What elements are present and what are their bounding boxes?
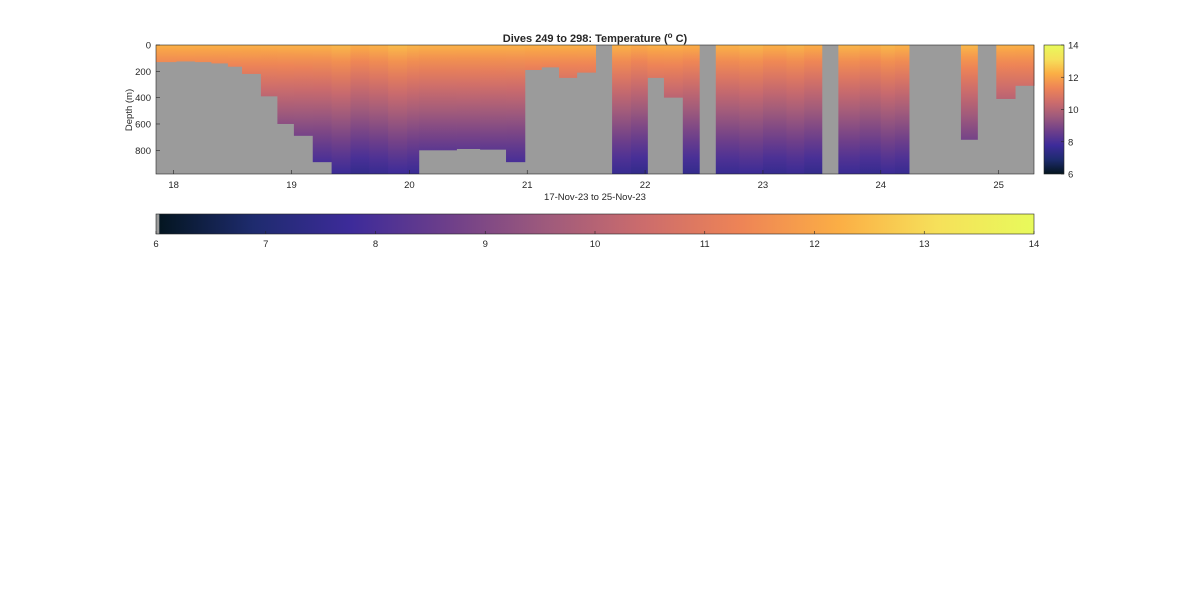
colorbar-tick-label: 12 (809, 239, 820, 250)
profile-column (506, 45, 526, 163)
colorbar-tick-label: 6 (1068, 170, 1073, 181)
x-tick-label: 19 (286, 180, 297, 191)
profile-column (312, 45, 332, 163)
x-tick-label: 24 (876, 180, 887, 191)
degree-superscript: o (668, 31, 673, 40)
colorbar-tick-label: 13 (919, 239, 930, 250)
x-tick-label: 21 (522, 180, 533, 191)
y-axis-ticks: 0 200 400 600 800 (135, 41, 160, 157)
y-tick-label: 400 (135, 93, 151, 104)
chart-title: Dives 249 to 298: Temperature (o C) (503, 31, 688, 45)
heatmap-plot-area (156, 45, 1035, 174)
y-tick-label: 800 (135, 146, 151, 157)
profile-column (663, 45, 684, 98)
profile-column (293, 45, 314, 136)
x-tick-label: 18 (168, 180, 179, 191)
profile-column (762, 45, 787, 174)
profile-column (480, 45, 507, 150)
profile-column (786, 45, 805, 174)
colorbar-tick-label: 11 (700, 239, 710, 250)
colorbar-tick-label: 14 (1068, 41, 1079, 52)
profile-column (894, 45, 910, 174)
profile-column (211, 45, 229, 64)
profile-column (1015, 45, 1035, 86)
profile-column (227, 45, 243, 67)
y-tick-label: 200 (135, 67, 151, 78)
profile-column (524, 45, 542, 71)
profile-column (388, 45, 408, 174)
profile-column (612, 45, 632, 174)
y-tick-label: 600 (135, 119, 151, 130)
profile-column (176, 45, 196, 62)
profile-column (838, 45, 860, 174)
profile-column (242, 45, 262, 74)
profile-column (715, 45, 740, 174)
x-tick-label: 22 (640, 180, 651, 191)
profile-column (194, 45, 212, 63)
x-tick-label: 20 (404, 180, 415, 191)
colorbar-tick-label: 9 (483, 239, 488, 250)
colorbar-tick-label: 7 (263, 239, 268, 250)
profile-column (647, 45, 665, 78)
profile-column (331, 45, 351, 174)
colorbar-tick-label: 8 (1068, 137, 1073, 148)
profile-column (369, 45, 389, 174)
profile-column (804, 45, 823, 174)
x-tick-label: 25 (993, 180, 1004, 191)
profile-column (156, 45, 177, 63)
heatmap-axes-frame (155, 44, 1035, 175)
profile-column (576, 45, 596, 73)
profile-column (880, 45, 896, 174)
x-tick-label: 23 (758, 180, 769, 191)
colorbar-tick-label: 10 (590, 239, 601, 250)
colorbar-tick-label: 8 (373, 239, 378, 250)
profile-column (541, 45, 560, 68)
profile-column (456, 45, 481, 149)
y-axis-label: Depth (m) (124, 89, 135, 131)
profile-column (350, 45, 370, 174)
profile-column (277, 45, 295, 124)
bottom-colorbar-ticks: 6 7 8 9 10 11 12 13 14 (153, 231, 1039, 250)
profile-column (630, 45, 648, 174)
profile-column (682, 45, 700, 174)
profile-column (739, 45, 764, 174)
profile-column (960, 45, 978, 140)
right-colorbar-ticks: 6 8 10 12 14 (1061, 41, 1079, 181)
colorbar-tick-label: 14 (1029, 239, 1040, 250)
profile-column (996, 45, 1016, 99)
colorbar-tick-label: 10 (1068, 105, 1079, 116)
profile-column (859, 45, 882, 174)
x-axis-ticks: 18 19 20 21 22 23 24 25 (168, 170, 1004, 191)
colorbar-tick-label: 12 (1068, 73, 1079, 84)
x-axis-label: 17-Nov-23 to 25-Nov-23 (544, 192, 646, 203)
profile-column (407, 45, 420, 174)
profile-column (559, 45, 578, 78)
bottom-colorbar-missing-swatch (156, 214, 160, 234)
colorbar-tick-label: 6 (153, 239, 158, 250)
profile-column (260, 45, 278, 97)
y-tick-label: 0 (146, 41, 151, 52)
profile-column (418, 45, 457, 151)
